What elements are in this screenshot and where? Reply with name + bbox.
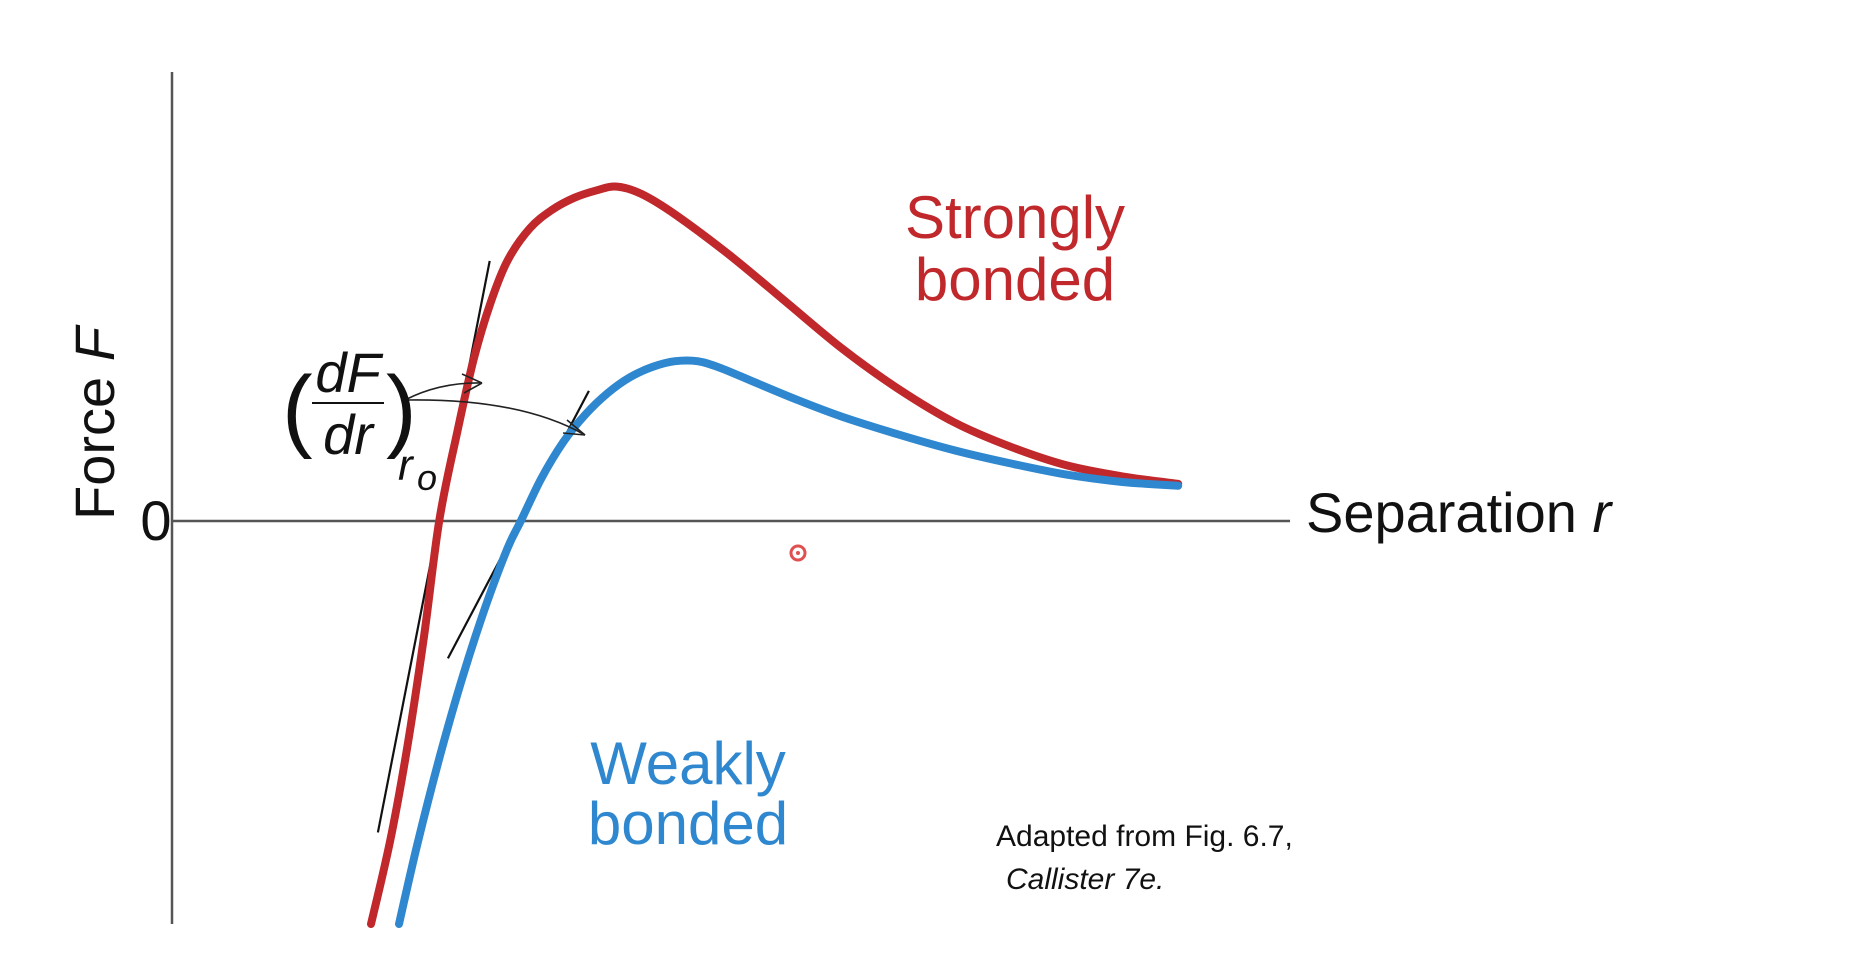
source-caption-line2: Callister 7e. <box>1006 863 1164 896</box>
derivative-arrowhead-weak <box>562 419 586 436</box>
cursor-marker <box>789 544 807 562</box>
legend-label-strongly-bonded: Strongly bonded <box>905 184 1125 313</box>
x-axis-title: Separation r <box>1306 481 1613 544</box>
series-line-weakly-bonded <box>395 356 1183 928</box>
derivative-subscript-o: o <box>417 457 437 498</box>
derivative-arrowhead-strong <box>461 373 483 394</box>
derivative-annotation: ( ) dF dr r o <box>282 341 437 498</box>
derivative-denominator: dr <box>323 403 375 466</box>
strongly-label-line1: Strongly <box>905 184 1125 251</box>
y-axis-label: Force F <box>63 324 126 520</box>
left-paren: ( <box>282 358 313 460</box>
y-axis-title: Force F <box>63 324 126 520</box>
derivative-numerator: dF <box>315 341 383 404</box>
weakly-label-line2: bonded <box>588 790 788 857</box>
derivative-subscript-r: r <box>398 441 415 490</box>
cursor-marker-dot <box>796 551 800 555</box>
right-paren: ) <box>386 358 417 460</box>
y-zero-tick-label: 0 <box>140 489 171 552</box>
series-line-strongly-bonded <box>367 182 1183 928</box>
x-axis-label: Separation r <box>1306 481 1613 544</box>
derivative-arrow-strong <box>404 382 483 401</box>
derivative-arrow-weak <box>404 399 586 436</box>
strongly-label-line2: bonded <box>915 246 1115 313</box>
source-caption-line1: Adapted from Fig. 6.7, <box>996 820 1293 853</box>
weakly-label-line1: Weakly <box>590 730 786 797</box>
legend-label-weakly-bonded: Weakly bonded <box>588 730 788 857</box>
